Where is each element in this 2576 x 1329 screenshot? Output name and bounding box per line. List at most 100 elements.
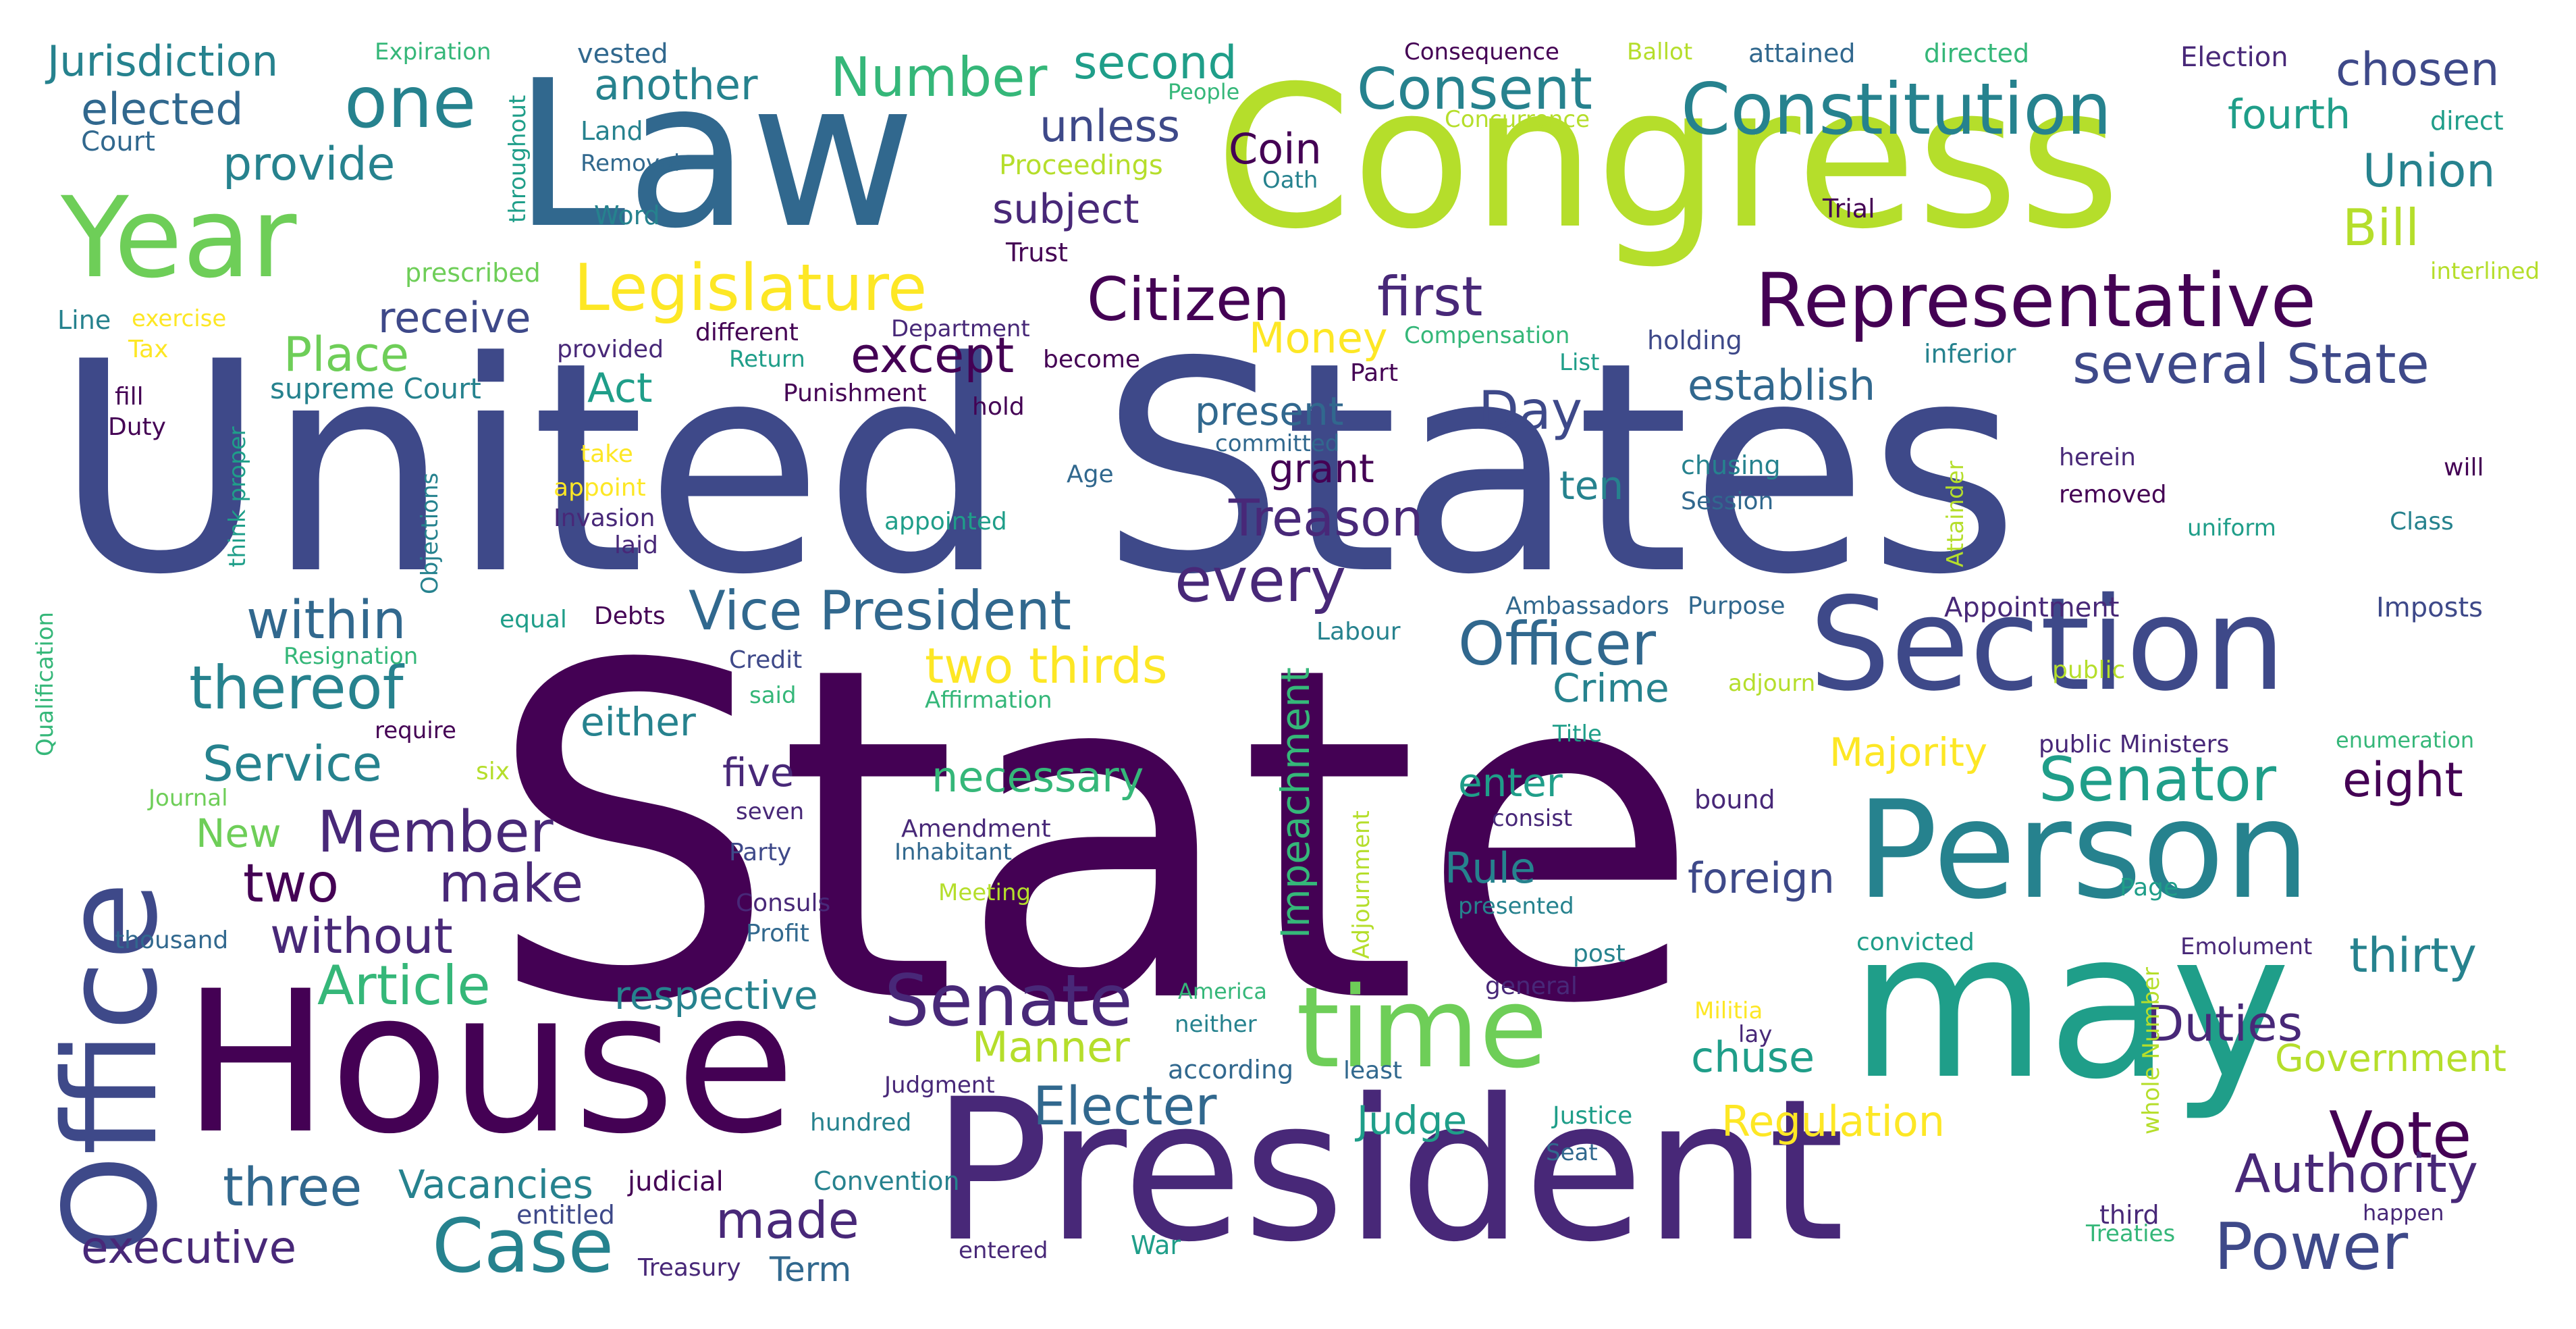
word-time: time xyxy=(1296,963,1548,1093)
word-first: first xyxy=(1377,265,1483,328)
word-hold: hold xyxy=(972,393,1025,421)
word-return: Return xyxy=(729,346,805,373)
word-fill: fill xyxy=(115,383,144,411)
word-manner: Manner xyxy=(972,1022,1130,1072)
word-present: present xyxy=(1195,388,1344,434)
word-service: Service xyxy=(203,735,383,792)
word-house: House xyxy=(182,949,796,1177)
word-land: Land xyxy=(581,116,643,146)
word-third: third xyxy=(2099,1200,2159,1230)
word-chosen: chosen xyxy=(2336,43,2500,97)
word-committed: committed xyxy=(1215,430,1340,457)
word-six: six xyxy=(476,758,510,785)
word-tax: Tax xyxy=(128,336,169,363)
word-according: according xyxy=(1168,1055,1294,1085)
word-vote: Vote xyxy=(2329,1099,2472,1173)
word-trust: Trust xyxy=(1006,238,1069,267)
word-constitution: Constitution xyxy=(1681,68,2112,151)
word-invasion: Invasion xyxy=(554,504,655,532)
word-foreign: foreign xyxy=(1688,854,1835,903)
word-part: Part xyxy=(1350,359,1399,387)
word-united-states: United States xyxy=(54,301,2020,638)
word-receive: receive xyxy=(378,293,531,342)
word-enter: enter xyxy=(1458,760,1563,806)
word-require: require xyxy=(375,717,456,744)
word-bound: bound xyxy=(1694,785,1775,814)
word-consent: Consent xyxy=(1357,56,1593,123)
word-year: Year xyxy=(61,173,297,303)
word-article: Article xyxy=(317,954,491,1017)
word-public-ministers: public Ministers xyxy=(2039,731,2230,758)
word-people: People xyxy=(1168,79,1240,105)
word-eight: eight xyxy=(2342,752,2463,808)
word-treaties: Treaties xyxy=(2086,1220,2176,1247)
word-provide: provide xyxy=(223,138,396,191)
word-party: Party xyxy=(729,839,792,866)
word-debts: Debts xyxy=(594,602,666,630)
word-two-thirds: two thirds xyxy=(925,637,1168,694)
word-legislature: Legislature xyxy=(574,251,928,325)
word-place: Place xyxy=(284,327,410,382)
word-ballot: Ballot xyxy=(1627,38,1693,66)
word-one: one xyxy=(344,61,477,144)
word-jurisdiction: Jurisdiction xyxy=(47,36,279,86)
word-authority: Authority xyxy=(2234,1144,2479,1205)
word-compensation: Compensation xyxy=(1404,322,1570,349)
word-become: become xyxy=(1043,346,1141,373)
word-vested: vested xyxy=(577,38,668,70)
word-law: Law xyxy=(513,37,916,273)
word-judgment: Judgment xyxy=(884,1072,995,1099)
word-appoint: appoint xyxy=(554,474,646,502)
word-duty: Duty xyxy=(108,413,166,441)
word-page: Page xyxy=(2120,874,2179,902)
word-three: three xyxy=(223,1157,363,1218)
word-attained: attained xyxy=(1748,38,1856,68)
word-court: Court xyxy=(81,126,155,157)
word-congress: Congress xyxy=(1215,45,2121,272)
word-department: Department xyxy=(891,315,1030,342)
word-amendment: Amendment xyxy=(901,815,1051,843)
word-may: may xyxy=(1850,888,2291,1124)
word-laid: laid xyxy=(614,531,658,559)
word-government: Government xyxy=(2275,1037,2506,1080)
word-hundred: hundred xyxy=(810,1109,912,1137)
word-officer: Officer xyxy=(1458,609,1657,679)
word-list: List xyxy=(1559,349,1600,376)
word-judicial: judicial xyxy=(628,1166,724,1197)
word-resignation: Resignation xyxy=(284,643,419,670)
word-vacancies: Vacancies xyxy=(398,1162,593,1207)
word-line: Line xyxy=(57,305,111,335)
word-lay: lay xyxy=(1738,1021,1773,1048)
word-enumeration: enumeration xyxy=(2336,727,2475,753)
word-think-proper: think proper xyxy=(224,426,251,567)
word-citizen: Citizen xyxy=(1087,265,1290,334)
word-provided: provided xyxy=(557,336,664,363)
word-meeting: Meeting xyxy=(938,879,1031,906)
word-affirmation: Affirmation xyxy=(925,687,1052,714)
word-grant: grant xyxy=(1269,446,1374,492)
word-credit: Credit xyxy=(729,646,803,674)
word-public: public xyxy=(2052,656,2126,684)
word-thirty: thirty xyxy=(2349,928,2477,983)
word-new: New xyxy=(196,810,281,856)
word-happen: happen xyxy=(2363,1200,2444,1226)
word-state: State xyxy=(486,570,1701,1104)
word-interlined: interlined xyxy=(2430,258,2540,285)
word-respective: respective xyxy=(614,972,818,1018)
word-throughout: throughout xyxy=(504,95,531,223)
word-impeachment: Impeachment xyxy=(1272,667,1318,939)
word-rule: Rule xyxy=(1445,843,1536,893)
word-union: Union xyxy=(2363,145,2496,198)
word-elected: elected xyxy=(81,84,244,135)
word-chusing: chusing xyxy=(1681,450,1781,480)
word-neither: neither xyxy=(1175,1011,1257,1038)
word-removed: removed xyxy=(2059,481,2167,509)
word-president: President xyxy=(932,1058,1845,1285)
word-senate: Senate xyxy=(884,960,1133,1042)
word-necessary: necessary xyxy=(932,752,1144,802)
word-proceedings: Proceedings xyxy=(999,150,1163,181)
word-power: Power xyxy=(2214,1210,2409,1284)
word-prescribed: prescribed xyxy=(405,258,541,288)
word-inferior: inferior xyxy=(1924,339,2016,369)
